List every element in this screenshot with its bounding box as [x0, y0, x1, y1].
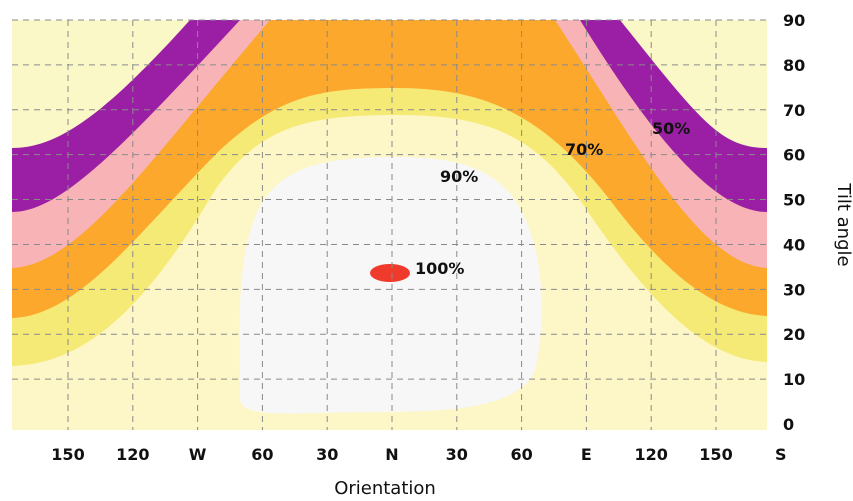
x-tick-label: 150	[699, 445, 732, 464]
y-tick-label: 90	[783, 11, 805, 30]
x-tick-labels: 150 120 W 60 30 N 30 60 E 120 150 S	[51, 445, 786, 464]
y-tick-label: 10	[783, 370, 805, 389]
x-tick-label: 150	[51, 445, 84, 464]
y-tick-label: 20	[783, 325, 805, 344]
label-50: 50%	[652, 119, 690, 138]
x-tick-label: 120	[634, 445, 667, 464]
x-tick-label: 60	[251, 445, 273, 464]
x-axis-title: Orientation	[334, 478, 436, 499]
zone-95	[239, 157, 542, 414]
label-100: 100%	[415, 259, 464, 278]
x-tick-label: S	[775, 445, 787, 464]
zone-labels: 50% 70% 90% 100%	[415, 119, 690, 278]
y-tick-label: 60	[783, 146, 805, 165]
x-tick-label: 30	[316, 445, 338, 464]
label-70: 70%	[565, 140, 603, 159]
x-tick-label: N	[385, 445, 398, 464]
label-90: 90%	[440, 167, 478, 186]
y-tick-label: 30	[783, 280, 805, 299]
x-tick-label: 60	[510, 445, 532, 464]
y-axis-title: Tilt angle	[833, 182, 853, 266]
x-tick-label: 30	[446, 445, 468, 464]
y-tick-label: 40	[783, 235, 805, 254]
y-tick-label: 70	[783, 101, 805, 120]
grid	[12, 19, 767, 430]
y-tick-label: 0	[783, 415, 794, 434]
y-tick-label: 80	[783, 56, 805, 75]
x-tick-label: 120	[116, 445, 149, 464]
x-tick-label: W	[189, 445, 207, 464]
y-tick-labels: 90 80 70 60 50 40 30 20 10 0	[783, 11, 805, 434]
y-tick-label: 50	[783, 191, 805, 210]
x-tick-label: E	[581, 445, 592, 464]
zone-100	[370, 264, 410, 282]
plot-area	[12, 20, 767, 430]
